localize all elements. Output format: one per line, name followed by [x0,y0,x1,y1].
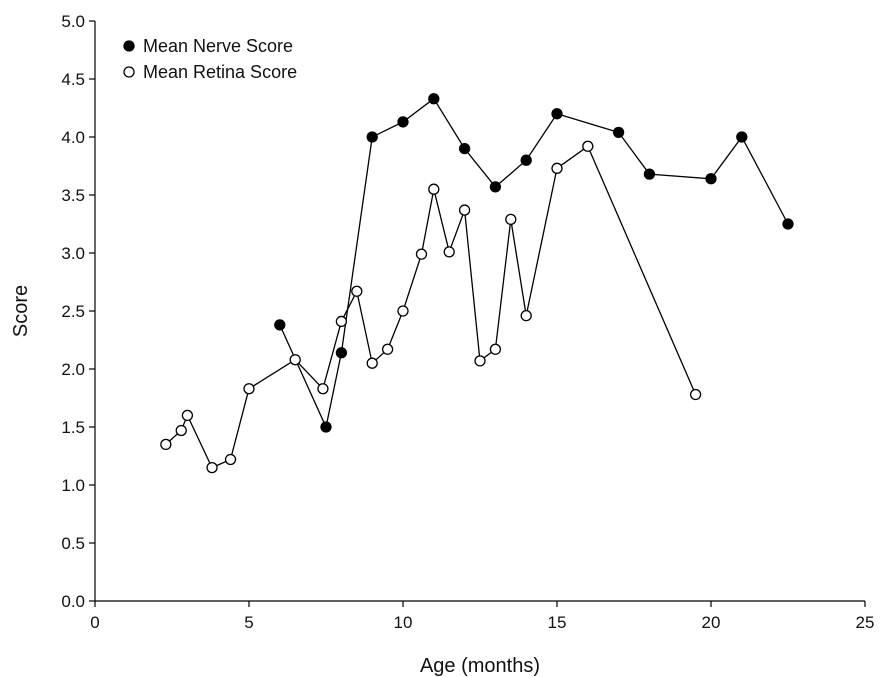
x-tick-label: 15 [548,613,567,632]
retina-point [582,140,594,152]
retina-point [181,409,194,422]
retina-point [351,285,363,297]
nerve-point [643,168,656,180]
retina-point [381,343,394,355]
nerve-point [366,131,378,143]
nerve-point [782,218,794,230]
nerve-point [397,116,409,128]
x-tick-label: 25 [856,613,875,632]
nerve-point [320,421,332,433]
y-axis-title: Score [10,285,32,337]
retina-point [443,246,455,258]
x-tick-label: 0 [90,613,99,632]
nerve-point [489,181,502,193]
retina-point [458,204,471,216]
series-line [165,145,697,469]
legend: Mean Nerve Score Mean Retina Score [123,36,297,82]
y-tick-label: 4.0 [61,128,85,147]
retina-point [224,453,237,466]
y-axis: 0.0 0.5 1.0 1.5 2.0 2.5 3.0 3.5 4.0 4.5 5.0 [61,12,96,611]
retina-point [551,162,563,174]
nerve-point [705,173,717,185]
y-tick-label: 3.5 [61,186,85,205]
x-axis-title: Age (months) [420,655,540,677]
retina-point [489,343,502,355]
retina-point [160,438,172,451]
retina-point [474,355,486,367]
x-tick-label: 5 [244,613,253,632]
retina-point [175,424,187,437]
retina-point [520,309,532,322]
retina-point [243,383,255,395]
y-tick-label: 0.5 [61,534,85,553]
nerve-point [612,126,625,139]
series-line [279,97,789,430]
y-tick-label: 5.0 [61,12,85,31]
nerve-point [551,108,563,120]
y-tick-label: 1.5 [61,418,85,437]
series-layer [160,93,794,474]
retina-point [366,357,378,369]
series-0 [274,93,794,433]
series-1 [160,140,702,474]
nerve-point [520,154,532,166]
y-tick-label: 2.0 [61,360,85,379]
retina-point [317,383,329,395]
x-tick-label: 20 [702,613,721,632]
nerve-point [335,347,348,359]
retina-point [335,315,348,328]
retina-point [505,213,517,226]
legend-label: Mean Retina Score [143,62,297,82]
nerve-point [428,93,440,105]
y-tick-label: 4.5 [61,70,85,89]
retina-point [206,461,218,474]
nerve-point [458,142,471,155]
legend-label: Mean Nerve Score [143,36,293,56]
x-axis: 0 5 10 15 20 25 [90,600,875,632]
retina-point [397,305,409,317]
nerve-point [736,131,748,143]
y-tick-label: 2.5 [61,302,85,321]
y-tick-label: 3.0 [61,244,85,263]
nerve-point [274,319,286,331]
x-tick-label: 10 [394,613,413,632]
retina-point [689,388,702,401]
retina-point [289,354,301,366]
retina-point [415,248,428,260]
y-tick-label: 1.0 [61,476,85,495]
legend-marker [123,66,135,78]
legend-marker [123,40,135,52]
y-tick-label: 0.0 [61,592,85,611]
retina-point [428,183,440,195]
